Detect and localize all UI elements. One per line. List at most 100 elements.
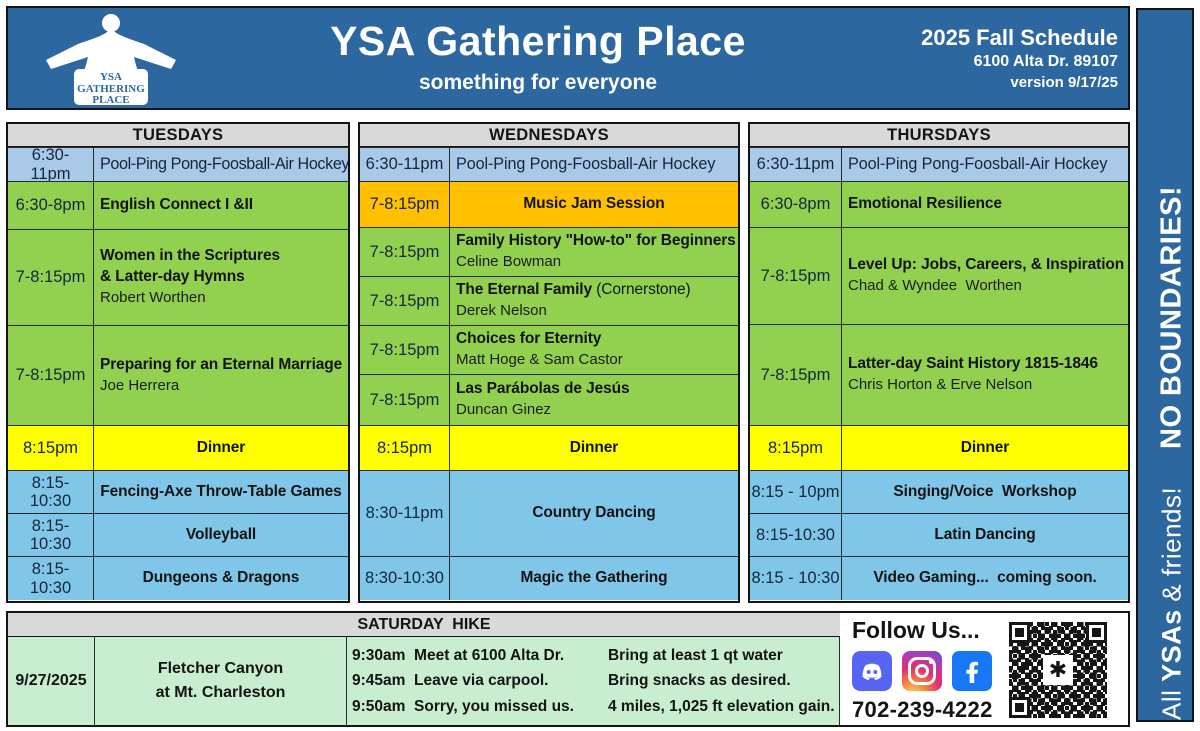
event-title: Latin Dancing: [934, 525, 1036, 543]
event-title: Choices for Eternity: [456, 330, 602, 348]
table-row: 6:30-8pm English Connect I &II: [8, 181, 348, 229]
event-cell: Dinner: [450, 426, 738, 470]
time-cell: 8:15-10:30: [750, 514, 842, 556]
event-cell: The Eternal Family (Cornerstone) Derek N…: [450, 277, 738, 325]
logo-line-3: PLACE: [92, 94, 129, 106]
vertical-banner: All YSAs & friends! NO BOUNDARIES!: [1136, 8, 1194, 722]
event-title: Dungeons & Dragons: [142, 569, 300, 587]
event-cell: English Connect I &II: [94, 182, 348, 229]
event-title: Preparing for an Eternal Marriage: [100, 355, 343, 373]
table-row: 6:30-11pm Pool-Ping Pong-Foosball-Air Ho…: [750, 147, 1128, 181]
event-title: Country Dancing: [532, 504, 656, 522]
table-row: 6:30-8pm Emotional Resilience: [750, 181, 1128, 227]
event-cell: Video Gaming... coming soon.: [842, 557, 1128, 600]
table-row: 8:30-11pm Country Dancing: [360, 470, 738, 556]
event-title: Family History "How-to" for Beginners: [456, 232, 736, 250]
hike-note-line: Bring at least 1 qt water: [607, 646, 783, 664]
qr-code: ✱: [1006, 619, 1110, 721]
logo-line-1: YSA: [99, 71, 121, 83]
table-row: 7-8:15pm Level Up: Jobs, Careers, & Insp…: [750, 227, 1128, 324]
event-cell: Las Parábolas de Jesús Duncan Ginez: [450, 375, 738, 425]
event-cell: Emotional Resilience: [842, 182, 1128, 227]
event-cell: Magic the Gathering: [450, 557, 738, 600]
discord-icon[interactable]: [852, 651, 892, 691]
time-cell: 6:30-11pm: [360, 148, 450, 181]
qr-finder-icon: [1009, 697, 1030, 718]
event-title: Dinner: [960, 438, 1010, 456]
event-presenter: Derek Nelson: [456, 302, 547, 320]
facebook-icon[interactable]: [952, 651, 992, 691]
event-title: Latter-day Saint History 1815-1846: [848, 355, 1098, 373]
instagram-dot: [929, 660, 933, 664]
event-title: English Connect I &II: [100, 196, 253, 214]
weekday-columns: TUESDAYS 6:30- 11pm Pool-Ping Pong-Foosb…: [6, 122, 1130, 603]
day-header-tuesdays: TUESDAYS: [8, 124, 348, 147]
header-banner: YSA GATHERING PLACE YSA Gathering Place …: [6, 6, 1130, 110]
all-ysas-text: All YSAs & friends!: [1156, 486, 1187, 720]
event-cell: Choices for Eternity Matt Hoge & Sam Cas…: [450, 326, 738, 374]
table-row: 7-8:15pm Las Parábolas de Jesús Duncan G…: [360, 374, 738, 425]
schedule-version: version 9/17/25: [1010, 73, 1118, 91]
event-cell: Family History "How-to" for Beginners Ce…: [450, 228, 738, 276]
event-cell: Pool-Ping Pong-Foosball-Air Hockey: [450, 148, 738, 181]
tuesday-column: TUESDAYS 6:30- 11pm Pool-Ping Pong-Foosb…: [6, 122, 350, 603]
time-cell: 7-8:15pm: [750, 325, 842, 425]
time-cell: 8:15- 10:30: [8, 514, 94, 556]
hike-times: 9:30am Meet at 6100 Alta Dr. 9:45am Leav…: [352, 643, 574, 720]
event-title: Emotional Resilience: [848, 195, 1002, 213]
saturday-hike-header: SATURDAY HIKE: [8, 613, 840, 637]
hike-notes: Bring at least 1 qt water Bring snacks a…: [608, 643, 835, 720]
day-header-thursdays: THURSDAYS: [750, 124, 1128, 147]
event-cell: Fencing-Axe Throw-Table Games: [94, 471, 348, 513]
event-title: Level Up: Jobs, Careers, & Inspiration: [848, 256, 1125, 274]
time-cell: 8:15 - 10:30: [750, 557, 842, 600]
time-cell: 7-8:15pm: [750, 228, 842, 324]
event-cell: Dinner: [842, 426, 1128, 470]
instagram-icon[interactable]: [902, 651, 942, 691]
event-title: Volleyball: [185, 525, 257, 543]
flyer: YSA GATHERING PLACE YSA Gathering Place …: [6, 6, 1130, 727]
phone-number: 702-239-4222: [852, 697, 993, 722]
instagram-frame: [908, 657, 936, 685]
event-title: Music Jam Session: [523, 195, 665, 213]
table-row: 7-8:15pm Latter-day Saint History 1815-1…: [750, 324, 1128, 425]
wednesday-column: WEDNESDAYS 6:30-11pm Pool-Ping Pong-Foos…: [358, 122, 740, 603]
table-row: 8:15pm Dinner: [750, 425, 1128, 470]
time-cell: 8:15pm: [360, 426, 450, 470]
table-row: 8:15-10:30 Latin Dancing: [750, 513, 1128, 556]
time-cell: 8:30-11pm: [360, 471, 450, 556]
page-subtitle: something for everyone: [418, 70, 658, 94]
event-title: The Eternal Family (Cornerstone): [456, 281, 691, 299]
time-cell: 8:30-10:30: [360, 557, 450, 600]
table-row: 8:15pm Dinner: [8, 425, 348, 470]
table-row: 8:15- 10:30 Volleyball: [8, 513, 348, 556]
event-cell: Singing/Voice Workshop: [842, 471, 1128, 513]
event-presenter: Chad & Wyndee Worthen: [848, 277, 1022, 295]
hike-note-line: Bring snacks as desired.: [607, 672, 791, 690]
no-boundaries-text: NO BOUNDARIES!: [1155, 185, 1188, 449]
event-title: Pool-Ping Pong-Foosball-Air Hockey: [100, 154, 348, 173]
event-title-suffix: (Cornerstone): [592, 281, 691, 299]
hike-time-line: 9:50am Sorry, you missed us.: [352, 697, 574, 715]
event-cell: Pool-Ping Pong-Foosball-Air Hockey: [842, 148, 1128, 181]
event-title: Las Parábolas de Jesús: [456, 380, 630, 398]
day-header-wednesdays: WEDNESDAYS: [360, 124, 738, 147]
schedule-title: 2025 Fall Schedule: [921, 24, 1118, 50]
table-row: 7-8:15pm Music Jam Session: [360, 181, 738, 227]
event-cell: Country Dancing: [450, 471, 738, 556]
event-cell: Dungeons & Dragons: [94, 557, 348, 600]
social-icons: [852, 651, 1120, 691]
event-cell: Music Jam Session: [450, 182, 738, 227]
event-title: Dinner: [196, 438, 246, 456]
page-title: YSA Gathering Place: [330, 18, 746, 65]
table-row: 6:30- 11pm Pool-Ping Pong-Foosball-Air H…: [8, 147, 348, 181]
time-cell: 8:15- 10:30: [8, 471, 94, 513]
time-cell: 6:30-11pm: [750, 148, 842, 181]
time-cell: 7-8:15pm: [360, 182, 450, 227]
table-row: 7-8:15pm Choices for Eternity Matt Hoge …: [360, 325, 738, 374]
time-cell: 8:15pm: [750, 426, 842, 470]
schedule-address: 6100 Alta Dr. 89107: [973, 53, 1118, 71]
follow-us-panel: Follow Us... 702-239-4222: [840, 613, 1128, 725]
event-title: Fencing-Axe Throw-Table Games: [100, 482, 342, 500]
instagram-lens: [915, 664, 929, 678]
